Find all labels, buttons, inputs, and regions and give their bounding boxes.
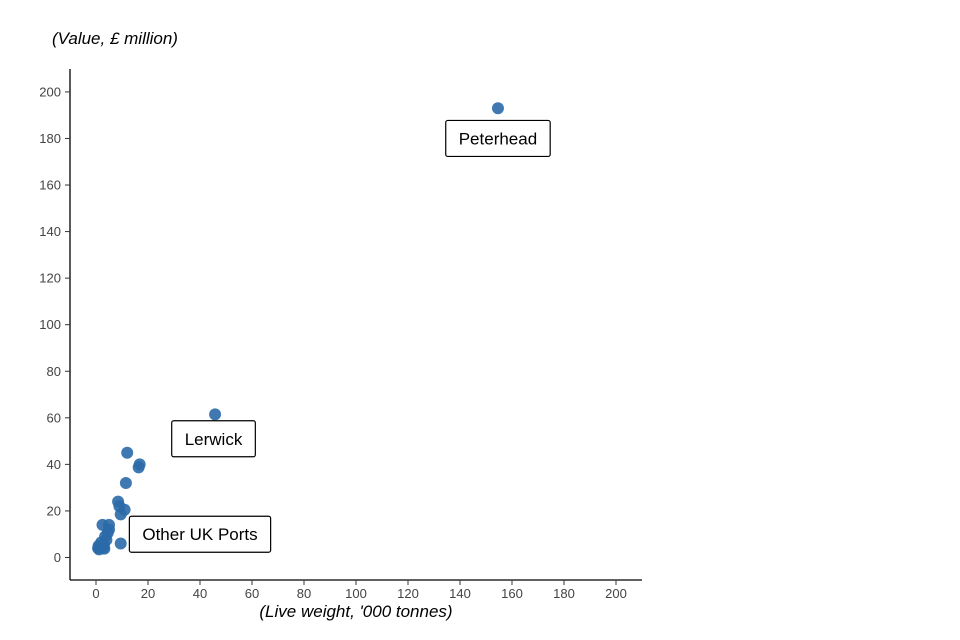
annotation-text: Lerwick (185, 430, 243, 449)
data-point (132, 461, 145, 474)
y-axis-ticks: 0 20 40 60 80 100 120 140 160 180 200 (39, 84, 70, 565)
x-tick-label: 60 (245, 586, 259, 601)
annotation-box (128, 515, 272, 553)
y-tick-label: 160 (39, 178, 61, 193)
x-tick-label: 20 (141, 586, 155, 601)
x-tick-label: 160 (501, 586, 523, 601)
y-tick-label: 140 (39, 224, 61, 239)
data-point (121, 446, 134, 459)
x-tick-label: 80 (297, 586, 311, 601)
x-tick-label: 140 (449, 586, 471, 601)
annotation-box (445, 119, 551, 158)
y-tick-label: 180 (39, 131, 61, 146)
y-tick-label: 20 (47, 503, 61, 518)
data-point (119, 477, 132, 490)
y-tick-label: 40 (47, 457, 61, 472)
x-tick-label: 120 (397, 586, 419, 601)
annotation-text: Peterhead (459, 129, 537, 148)
x-axis-title: (Live weight, '000 tonnes) (259, 602, 452, 621)
x-tick-label: 40 (193, 586, 207, 601)
data-point (114, 508, 127, 521)
annotation-box (171, 420, 256, 458)
y-tick-label: 200 (39, 84, 61, 99)
point-annotations: Peterhead Lerwick Other UK Ports (128, 119, 551, 553)
y-tick-label: 60 (47, 410, 61, 425)
x-axis-ticks: 0 20 40 60 80 100 120 140 160 180 200 (92, 580, 627, 601)
y-tick-label: 0 (54, 550, 61, 565)
data-points (92, 102, 504, 556)
annotation-label: Other UK Ports (128, 515, 272, 553)
x-tick-label: 180 (553, 586, 575, 601)
y-tick-label: 120 (39, 271, 61, 286)
data-point (98, 542, 111, 555)
annotation-text: Other UK Ports (142, 525, 257, 544)
x-tick-label: 100 (345, 586, 367, 601)
y-axis-title: (Value, £ million) (52, 29, 178, 48)
annotation-label: Lerwick (171, 420, 256, 458)
annotation-label: Peterhead (445, 119, 551, 158)
y-tick-label: 100 (39, 317, 61, 332)
x-tick-label: 200 (605, 586, 627, 601)
x-tick-label: 0 (92, 586, 99, 601)
data-point (209, 408, 222, 421)
data-point (491, 102, 504, 115)
y-tick-label: 80 (47, 364, 61, 379)
data-point (114, 537, 127, 550)
